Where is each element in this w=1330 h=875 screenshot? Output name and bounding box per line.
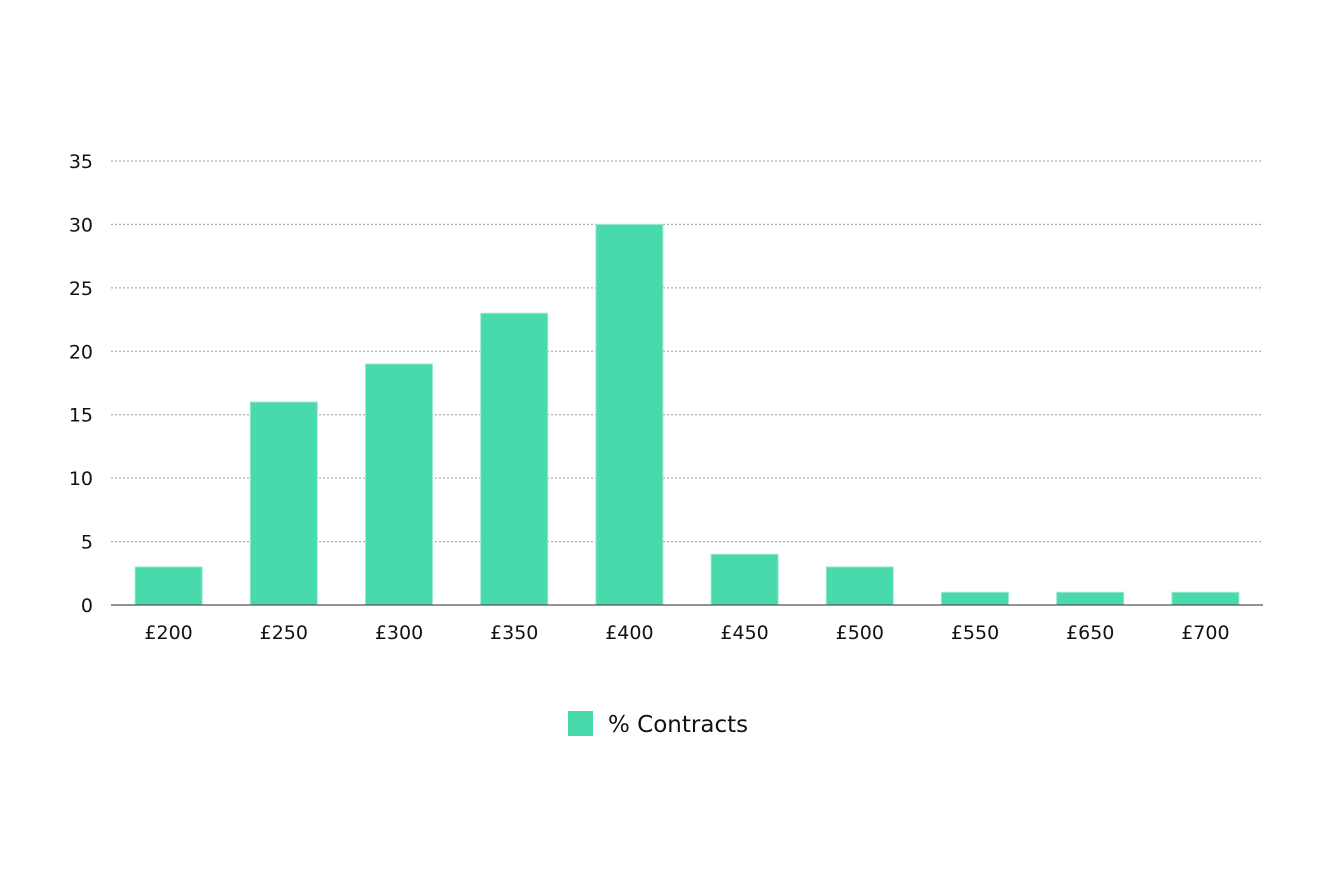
x-tick-label: £450 (720, 622, 768, 644)
bar (825, 566, 894, 606)
bar (941, 591, 1009, 606)
bar (595, 223, 664, 606)
x-tick-label: £400 (605, 622, 653, 644)
x-tick-label: £200 (144, 622, 192, 644)
bar (1171, 591, 1240, 606)
y-tick-label: 30 (69, 214, 93, 236)
y-tick-label: 0 (81, 595, 93, 617)
bar (249, 401, 318, 606)
y-tick-label: 15 (69, 405, 93, 427)
y-tick-label: 10 (69, 468, 93, 490)
legend-label: % Contracts (608, 712, 748, 738)
legend: % Contracts (568, 711, 748, 738)
bar (134, 566, 203, 606)
x-tick-label: £700 (1181, 622, 1229, 644)
x-axis-tick-labels: £200 £250 £300 £350 £400 £450 £500 £550 £650 £700 (144, 622, 1229, 644)
x-tick-label: £650 (1066, 622, 1114, 644)
bar (710, 553, 779, 606)
y-tick-label: 35 (69, 151, 93, 173)
x-tick-label: £550 (951, 622, 999, 644)
y-tick-label: 20 (69, 341, 93, 363)
bars (134, 223, 1240, 606)
x-tick-label: £350 (490, 622, 538, 644)
x-tick-label: £500 (836, 622, 884, 644)
bar (1056, 591, 1125, 606)
legend-swatch (568, 711, 593, 736)
bar (365, 363, 433, 606)
y-tick-label: 5 (81, 532, 93, 554)
x-tick-label: £250 (260, 622, 308, 644)
y-tick-label: 25 (69, 278, 93, 300)
x-tick-label: £300 (375, 622, 423, 644)
y-axis-tick-labels: 0 5 10 15 20 25 30 35 (69, 151, 93, 617)
bar (480, 312, 549, 606)
